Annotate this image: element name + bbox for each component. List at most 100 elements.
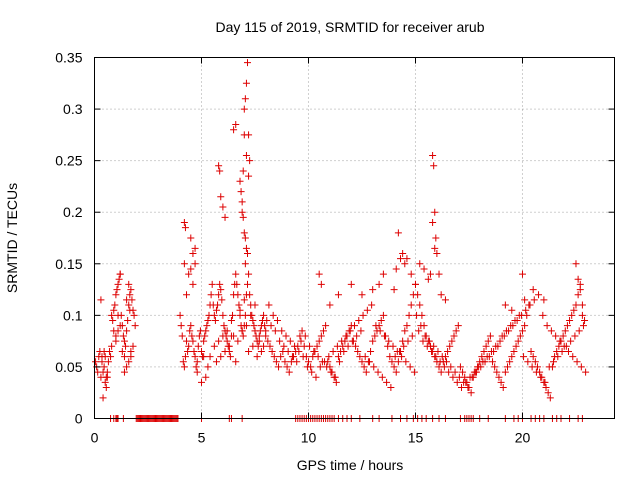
data-point [508,353,516,361]
y-tick-label-5: 0.25 [55,153,82,169]
data-point [262,332,270,340]
data-point [98,353,106,361]
data-point [495,373,503,381]
x-tick-label-1: 5 [198,430,206,446]
data-point [226,353,234,361]
data-point [367,347,375,355]
data-point [397,255,405,263]
data-point [347,280,355,288]
data-point [451,368,459,376]
data-point [189,337,197,345]
data-point [420,265,428,273]
data-point [232,358,240,366]
data-point [197,347,205,355]
data-point [482,342,490,350]
data-point [203,322,211,330]
data-point [235,301,243,309]
data-point [107,353,115,361]
data-point [200,353,208,361]
data-point [237,188,245,196]
data-point [177,322,185,330]
data-point [245,172,253,180]
y-tick-label-0: 0 [75,411,83,427]
data-point [306,342,314,350]
data-point [125,301,133,309]
data-point [581,317,589,325]
data-point [520,353,528,361]
data-point [501,368,509,376]
data-point [571,332,579,340]
data-point [564,347,572,355]
data-point [183,337,191,345]
data-point [308,368,316,376]
data-point [416,301,424,309]
data-point [394,358,402,366]
data-point [552,332,560,340]
data-point [368,301,376,309]
data-point [184,347,192,355]
data-point [317,280,325,288]
data-point [321,358,329,366]
data-point [218,296,226,304]
data-point [361,353,369,361]
data-point [390,363,398,371]
data-point [293,358,301,366]
data-point [216,167,224,175]
data-point [236,306,244,314]
data-point [249,342,257,350]
data-point [313,342,321,350]
data-point [360,363,368,371]
data-point [425,337,433,345]
data-point [183,291,191,299]
data-point [457,384,465,392]
data-point [340,347,348,355]
data-point [428,347,436,355]
data-point [239,332,247,340]
data-point [115,275,123,283]
data-point [390,286,398,294]
data-point [401,327,409,335]
data-point [232,121,240,129]
data-point [484,337,492,345]
data-point [315,337,323,345]
data-point [127,286,135,294]
data-point [573,358,581,366]
data-point [246,157,254,165]
data-point [385,337,393,345]
data-point [112,291,120,299]
data-point [430,342,438,350]
data-point [438,353,446,361]
data-point [260,342,268,350]
data-point [240,296,248,304]
data-point [325,353,333,361]
data-point [208,280,216,288]
data-point [389,342,397,350]
data-point [518,270,526,278]
data-point [517,311,525,319]
data-point [506,358,514,366]
data-point [230,126,238,134]
data-point [377,317,385,325]
data-point [521,296,529,304]
data-point [263,317,271,325]
data-point [522,306,530,314]
data-point [247,311,255,319]
data-point [475,363,483,371]
data-point [268,347,276,355]
data-point [436,358,444,366]
data-point [304,358,312,366]
data-point [411,280,419,288]
data-point [363,306,371,314]
data-point [180,363,188,371]
data-point [479,358,487,366]
data-point [528,363,536,371]
data-point [127,353,135,361]
data-point [187,265,195,273]
data-point [576,286,584,294]
data-point [333,342,341,350]
data-point [486,332,494,340]
data-point [97,296,105,304]
data-point [532,368,540,376]
data-point [407,270,415,278]
data-point [497,378,505,386]
